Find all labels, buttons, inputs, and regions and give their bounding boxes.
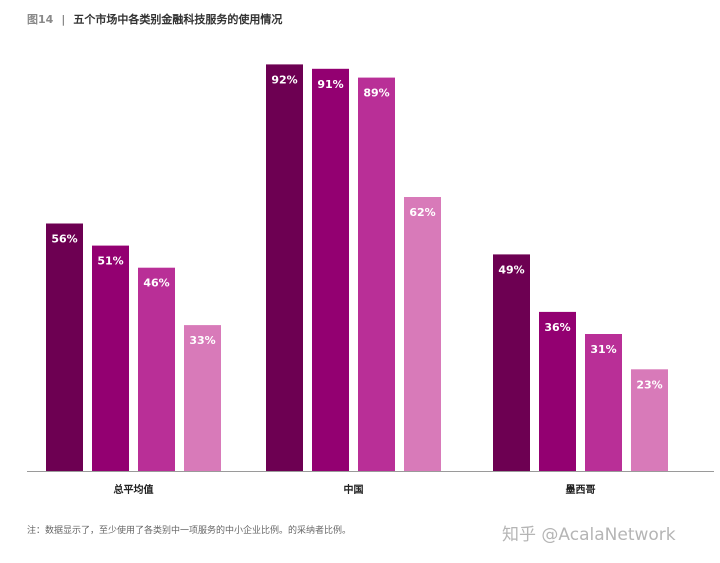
data-label: 46% bbox=[143, 277, 169, 290]
bar bbox=[404, 197, 441, 471]
bar-group: 56% 51% 46% 33% 总平均值 bbox=[46, 223, 221, 496]
bar bbox=[358, 77, 395, 471]
bar bbox=[631, 369, 668, 471]
figure-label: 图14 bbox=[27, 13, 54, 26]
bar bbox=[184, 325, 221, 471]
bar bbox=[92, 245, 129, 471]
bar-group: 49% 36% 31% 23% 墨西哥 bbox=[493, 254, 668, 496]
bar bbox=[46, 223, 83, 471]
chart-header: 图14 | 五个市场中各类别金融科技服务的使用情况 bbox=[27, 11, 282, 27]
bar bbox=[312, 68, 349, 472]
title-separator: | bbox=[61, 12, 66, 26]
data-label: 49% bbox=[498, 263, 524, 276]
data-label: 36% bbox=[544, 321, 570, 334]
bar bbox=[585, 334, 622, 471]
data-label: 51% bbox=[97, 255, 123, 268]
bar bbox=[493, 254, 530, 471]
data-label: 91% bbox=[317, 78, 343, 91]
data-label: 31% bbox=[590, 343, 616, 356]
watermark: 知乎 @AcalaNetwork bbox=[502, 525, 676, 545]
data-label: 92% bbox=[271, 73, 297, 86]
data-label: 62% bbox=[409, 206, 435, 219]
data-label: 33% bbox=[189, 334, 215, 347]
category-label: 中国 bbox=[344, 483, 364, 496]
data-label: 23% bbox=[636, 378, 662, 391]
category-label: 总平均值 bbox=[114, 483, 154, 496]
bar bbox=[138, 267, 175, 471]
bar-group: 92% 91% 89% 62% 中国 bbox=[266, 64, 441, 496]
footnote: 注：数据显示了，至少使用了各类别中一项服务的中小企业比例。的采纳者比例。 bbox=[27, 526, 352, 536]
data-label: 56% bbox=[51, 233, 77, 246]
bar bbox=[539, 311, 576, 471]
category-label: 墨西哥 bbox=[566, 484, 596, 496]
chart-title: 五个市场中各类别金融科技服务的使用情况 bbox=[73, 13, 283, 26]
data-label: 89% bbox=[363, 87, 389, 100]
bar bbox=[266, 64, 303, 472]
